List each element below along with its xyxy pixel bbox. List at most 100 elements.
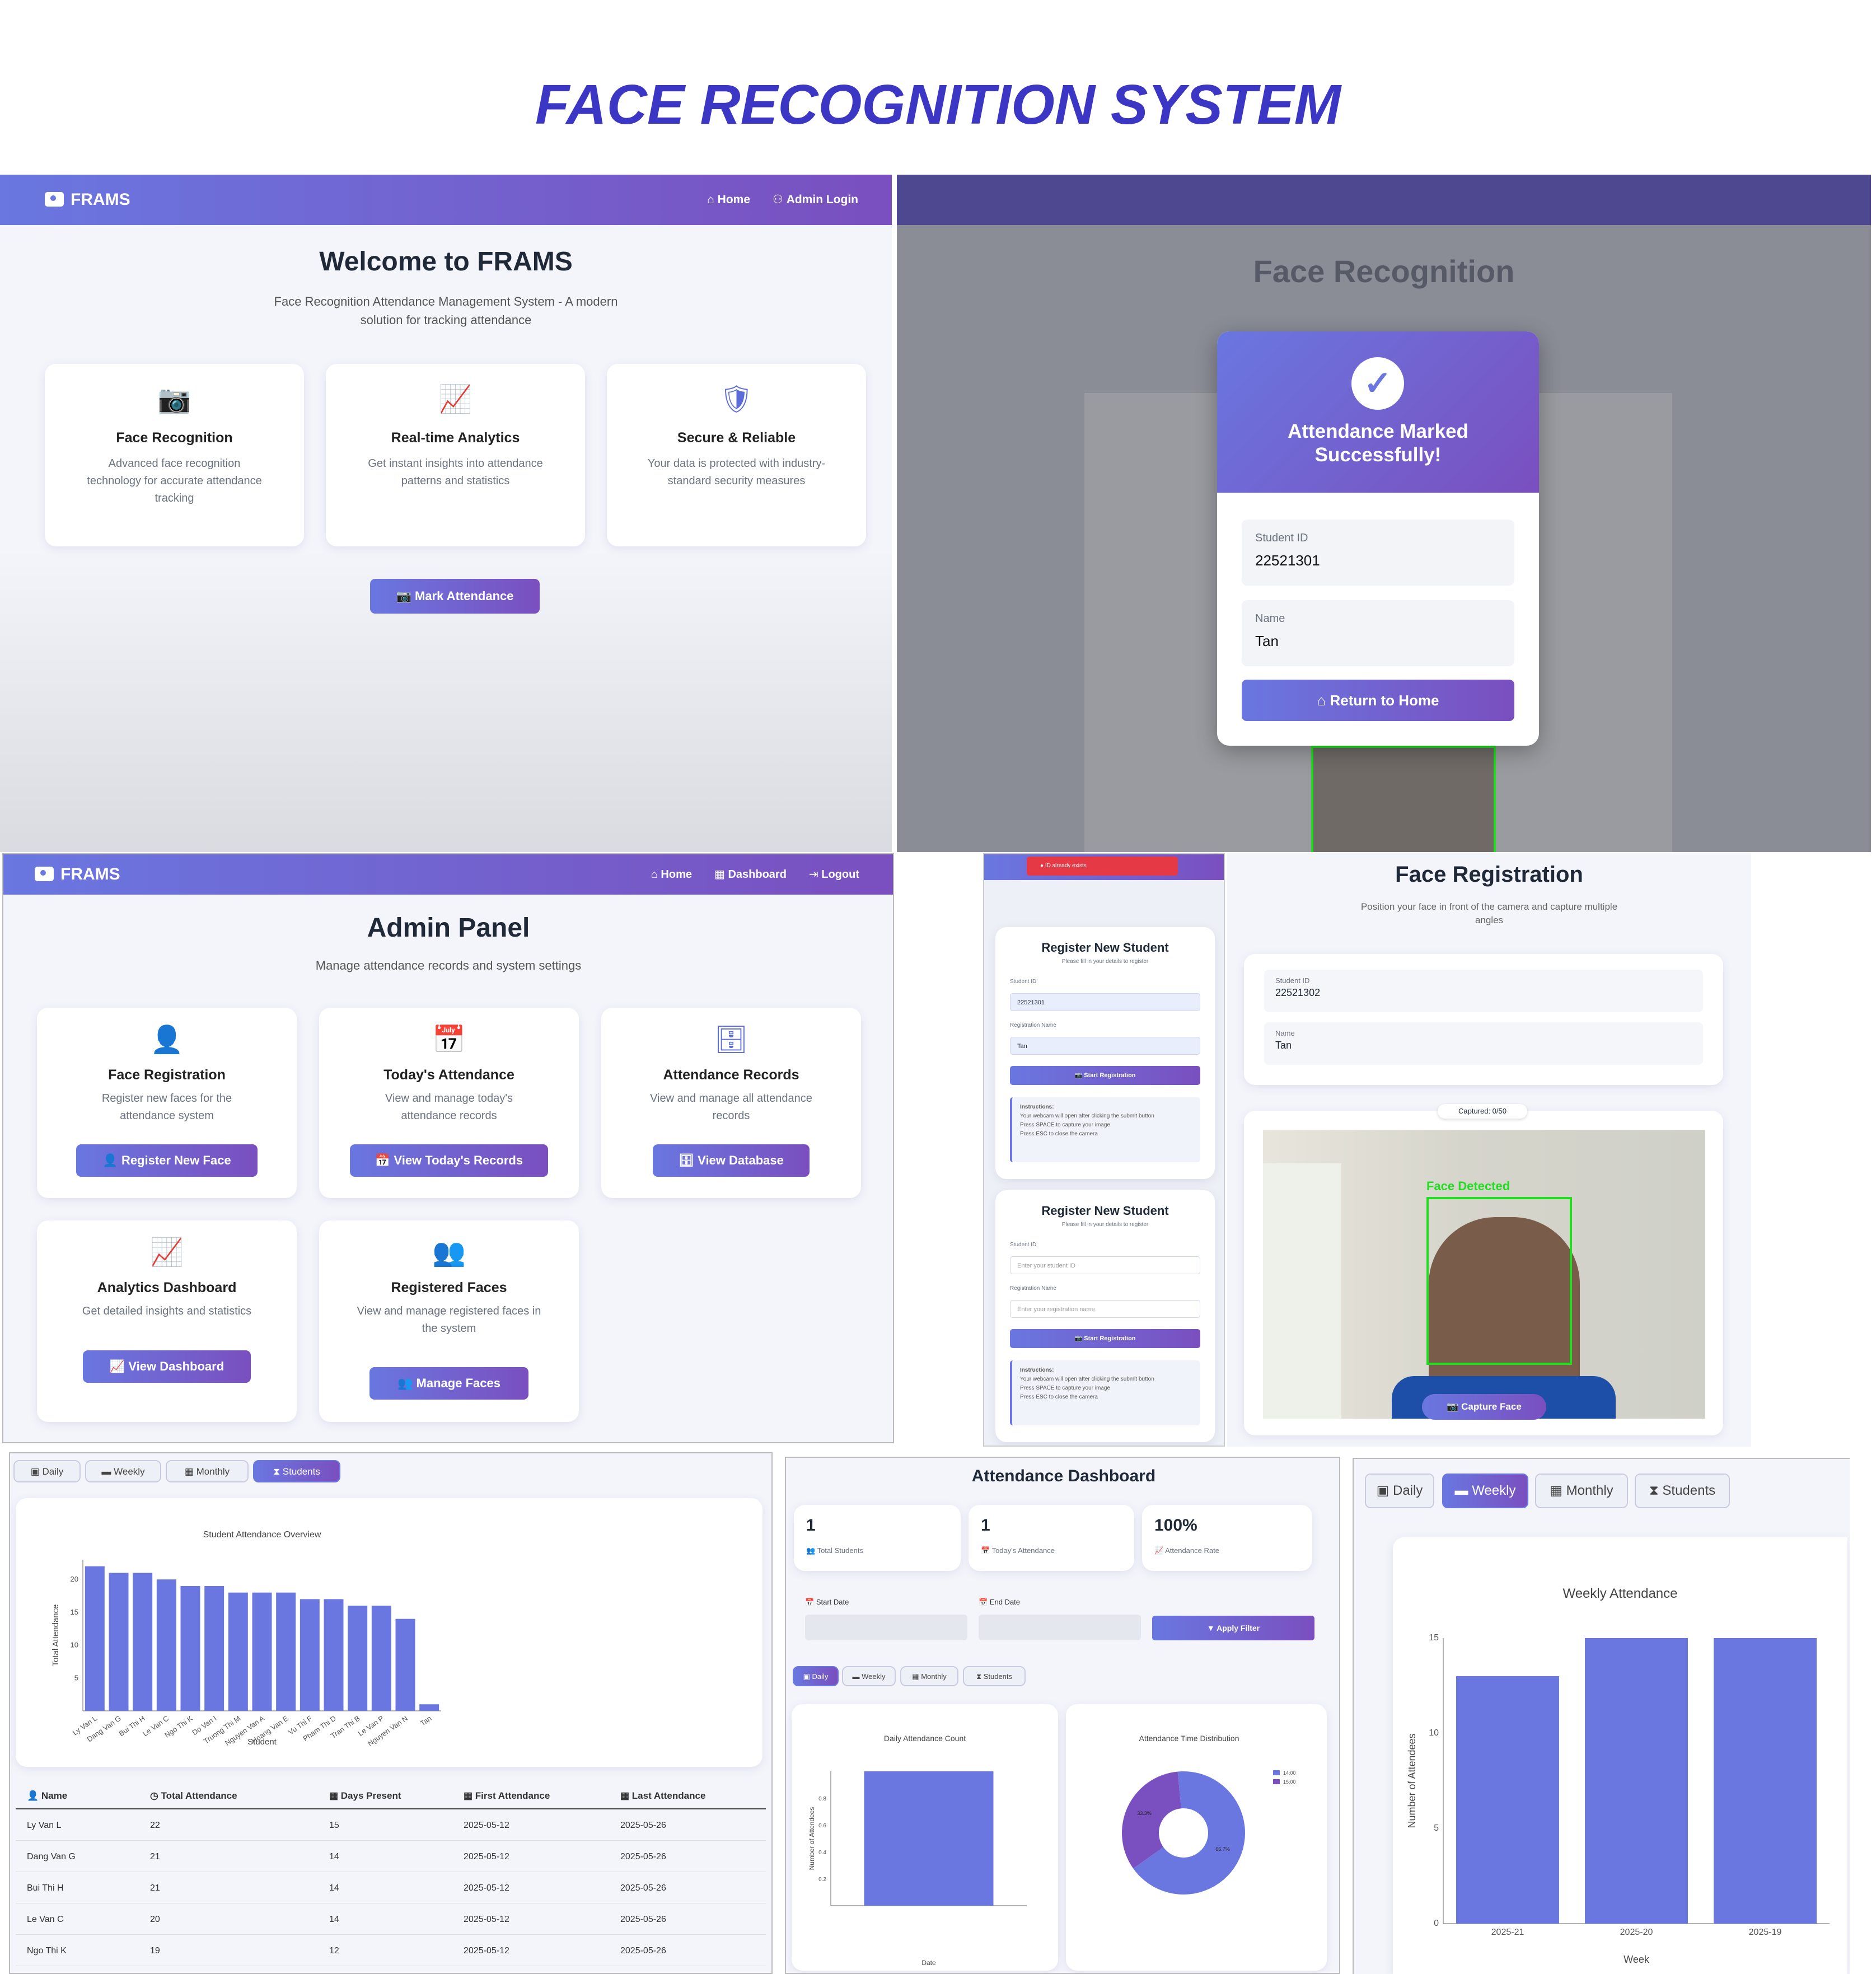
table-cell: 2025-05-26	[620, 1852, 666, 1861]
bar	[109, 1573, 129, 1711]
capture-face-button[interactable]: 📷 Capture Face	[1422, 1394, 1546, 1420]
table-row[interactable]: Ly Van L 22 15 2025-05-12 2025-05-26	[16, 1809, 766, 1841]
bar	[252, 1592, 272, 1711]
nav-dashboard[interactable]: ▦ Dashboard	[714, 868, 787, 881]
x-axis-label: Student	[247, 1737, 277, 1747]
brand[interactable]: FRAMS	[35, 854, 120, 895]
end-date-label: 📅 End Date	[979, 1598, 1021, 1606]
tab-monthly[interactable]: ▦ Monthly	[166, 1460, 249, 1482]
y-axis-label: Number of Attendees	[1406, 1733, 1417, 1828]
table-cell: 2025-05-12	[464, 1883, 509, 1893]
nav-home[interactable]: ⌂ Home	[707, 193, 751, 206]
student-id-input[interactable]: Enter your student ID	[1010, 1256, 1200, 1274]
bar	[180, 1585, 200, 1711]
column-header[interactable]: ▦ Days Present	[329, 1790, 401, 1801]
y-tick-label: 0.8	[818, 1796, 826, 1802]
bar	[1585, 1638, 1688, 1924]
tab-students[interactable]: ⧗ Students	[963, 1666, 1026, 1686]
navbar-dimmed	[897, 175, 1871, 225]
database-icon: 🗄	[714, 1025, 748, 1055]
register-form-filled: Register New Student Please fill in your…	[995, 927, 1215, 1179]
tab-weekly[interactable]: ▬ Weekly	[1442, 1474, 1528, 1508]
pie-slice	[1122, 1771, 1181, 1869]
bar	[300, 1599, 320, 1711]
return-home-button[interactable]: ⌂ Return to Home	[1242, 680, 1514, 721]
tab-monthly[interactable]: ▦ Monthly	[900, 1666, 958, 1686]
table-cell: 20	[150, 1915, 160, 1924]
y-tick-label: 5	[74, 1673, 78, 1682]
tab-monthly[interactable]: ▦ Monthly	[1535, 1474, 1628, 1508]
apply-filter-button[interactable]: ▼ Apply Filter	[1152, 1616, 1314, 1640]
instructions-box: Instructions: Your webcam will open after…	[1010, 1097, 1200, 1162]
card-face-registration: 👤 Face Registration Register new faces f…	[37, 1008, 297, 1198]
pie-slice	[1133, 1771, 1245, 1895]
name-input[interactable]: Tan	[1010, 1037, 1200, 1055]
card-attendance-records: 🗄 Attendance Records View and manage all…	[601, 1008, 861, 1198]
table-cell: 2025-05-26	[620, 1915, 666, 1924]
table-row[interactable]: Ngo Thi K 19 12 2025-05-12 2025-05-26	[16, 1935, 766, 1966]
feature-face-recognition: 📷 Face Recognition Advanced face recogni…	[45, 364, 304, 546]
bar	[85, 1566, 105, 1711]
y-tick-label: 0.6	[818, 1823, 826, 1829]
tab-weekly[interactable]: ▬ Weekly	[842, 1666, 896, 1686]
table-row[interactable]: Dang Van G 21 14 2025-05-12 2025-05-26	[16, 1841, 766, 1872]
start-date-input[interactable]	[805, 1615, 967, 1640]
column-header[interactable]: ▦ Last Attendance	[620, 1790, 706, 1801]
face-registration-screen: Face Registration Position your face in …	[1227, 853, 1751, 1447]
table-cell: 2025-05-26	[620, 1821, 666, 1830]
view-todays-records-button[interactable]: 📅 View Today's Records	[350, 1144, 548, 1177]
bar	[395, 1619, 415, 1711]
pie-chart: Attendance Time Distribution 66.7% 33.3% 14…	[1122, 1734, 1296, 1895]
student-id-input[interactable]: 22521301	[1010, 993, 1200, 1011]
nav-admin-login[interactable]: ⚇ Admin Login	[773, 193, 858, 206]
start-registration-button[interactable]: 📷 Start Registration	[1010, 1329, 1200, 1348]
table-cell: 15	[329, 1821, 339, 1830]
bar	[348, 1606, 368, 1711]
table-row[interactable]: Bui Thi H 21 14 2025-05-12 2025-05-26	[16, 1872, 766, 1903]
manage-faces-button[interactable]: 👥 Manage Faces	[369, 1367, 528, 1400]
camera-card: Face Detected Captured: 0/50 📷 Capture F…	[1244, 1104, 1723, 1435]
stat-attendance-rate: 100% 📈 Attendance Rate	[1142, 1505, 1312, 1571]
y-tick-label: 0.2	[818, 1877, 826, 1883]
bar	[864, 1771, 994, 1906]
user-plus-icon: 👤	[150, 1025, 184, 1055]
column-header[interactable]: ◷ Total Attendance	[150, 1790, 237, 1801]
name-field: Name Tan	[1264, 1022, 1703, 1065]
shield-icon: 🛡	[719, 385, 754, 414]
tab-students[interactable]: ⧗ Students	[253, 1460, 340, 1482]
chart-line-icon: 📈	[150, 1238, 184, 1267]
stat-todays-attendance: 1 📅 Today's Attendance	[969, 1505, 1134, 1571]
view-dashboard-button[interactable]: 📈 View Dashboard	[83, 1350, 251, 1383]
table-cell: 2025-05-12	[464, 1852, 509, 1861]
pie-chart-card: Attendance Time Distribution 66.7% 33.3% 14…	[1066, 1704, 1327, 1971]
end-date-input[interactable]	[979, 1615, 1141, 1640]
register-new-face-button[interactable]: 👤 Register New Face	[76, 1144, 258, 1177]
tab-daily[interactable]: ▣ Daily	[13, 1460, 81, 1482]
success-modal: ✓ Attendance Marked Successfully! Student…	[1217, 331, 1539, 746]
nav-home[interactable]: ⌂ Home	[651, 868, 692, 881]
page-title: FACE RECOGNITION SYSTEM	[535, 73, 1341, 136]
table-row[interactable]: Le Van C 20 14 2025-05-12 2025-05-26	[16, 1903, 766, 1935]
face-box	[1311, 746, 1496, 852]
column-header[interactable]: 👤 Name	[27, 1790, 68, 1801]
tab-daily[interactable]: ▣ Daily	[793, 1666, 839, 1686]
tab-daily[interactable]: ▣ Daily	[1365, 1474, 1434, 1508]
captured-counter: Captured: 0/50	[1438, 1104, 1527, 1119]
tab-weekly[interactable]: ▬ Weekly	[85, 1460, 161, 1482]
attendance-dashboard-screen: Attendance Dashboard 1 👥 Total Students 1…	[785, 1457, 1340, 1974]
brand[interactable]: FRAMS	[45, 175, 130, 225]
name-input[interactable]: Enter your registration name	[1010, 1300, 1200, 1318]
users-icon: 👥	[432, 1238, 466, 1267]
calendar-icon: 📅	[432, 1025, 466, 1055]
mark-attendance-button[interactable]: 📷 Mark Attendance	[370, 579, 540, 614]
student-info-card: Student ID 22521302 Name Tan	[1244, 954, 1723, 1085]
table-cell: Dang Van G	[27, 1852, 76, 1861]
background-title: Face Recognition	[1253, 254, 1515, 289]
start-registration-button[interactable]: 📷 Start Registration	[1010, 1066, 1200, 1085]
tab-students[interactable]: ⧗ Students	[1635, 1474, 1730, 1508]
nav-logout[interactable]: ⇥ Logout	[808, 868, 859, 881]
welcome-subtitle: Face Recognition Attendance Management S…	[274, 294, 618, 327]
view-database-button[interactable]: 🗄 View Database	[653, 1144, 810, 1177]
column-header[interactable]: ▦ First Attendance	[464, 1790, 550, 1801]
